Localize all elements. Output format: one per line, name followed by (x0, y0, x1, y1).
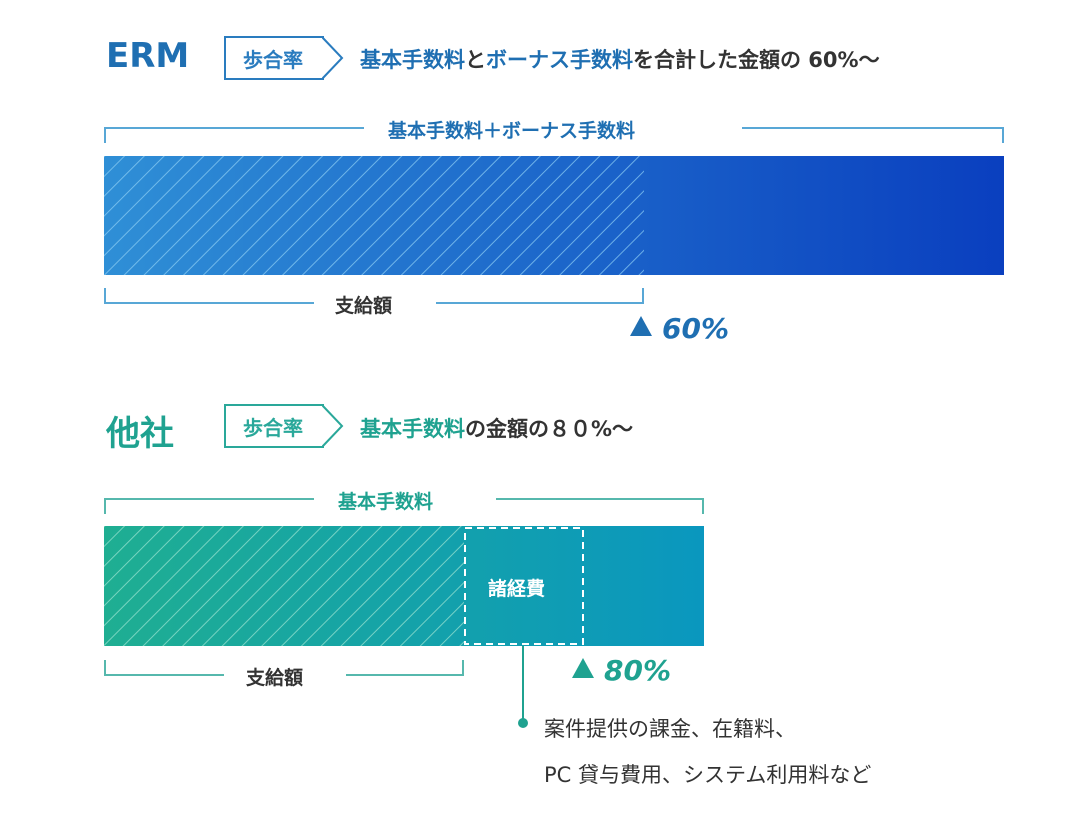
triangle-up-icon (630, 316, 652, 336)
expense-note-line2: PC 貸与費用、システム利用料など (544, 763, 872, 787)
erm-rate-description: 基本手数料とボーナス手数料を合計した金額の 60%～ (360, 44, 880, 74)
erm-top-label: 基本手数料＋ボーナス手数料 (388, 120, 636, 142)
erm-desc-and: と (465, 48, 486, 72)
erm-desc-rest: を合計した金額の 60%～ (633, 48, 880, 72)
triangle-up-icon (572, 658, 594, 678)
other-commission-tag: 歩合率 (224, 404, 324, 448)
other-bottom-bracket-right (346, 660, 464, 676)
erm-percent: 60% (630, 312, 729, 345)
other-bar-expense-box (464, 527, 584, 645)
erm-bottom-label: 支給額 (335, 295, 393, 317)
expense-callout-line (522, 646, 524, 722)
other-company-name: 他社 (106, 414, 174, 454)
erm-bar-payout-hatch (104, 156, 644, 275)
other-top-label: 基本手数料 (338, 491, 434, 513)
erm-desc-basic-fee: 基本手数料 (360, 48, 465, 72)
other-expense-label: 諸経費 (488, 578, 546, 600)
expense-note-line1: 案件提供の課金、在籍料、 (544, 717, 796, 741)
erm-commission-tag: 歩合率 (224, 36, 324, 80)
erm-percent-value: 60% (662, 312, 730, 345)
other-rate-description: 基本手数料の金額の８０%～ (360, 413, 633, 443)
other-bottom-bracket-left (104, 660, 224, 676)
erm-top-bracket-left (104, 127, 364, 143)
other-fee-bar (104, 526, 704, 646)
expense-callout-dot (518, 718, 528, 728)
other-desc-basic-fee: 基本手数料 (360, 417, 465, 441)
other-desc-rest: の金額の８０%～ (465, 417, 634, 441)
erm-bottom-bracket-right (436, 288, 644, 304)
erm-bottom-bracket-left (104, 288, 314, 304)
other-bottom-label: 支給額 (246, 667, 304, 689)
erm-desc-bonus-fee: ボーナス手数料 (486, 48, 633, 72)
erm-top-bracket-right (742, 127, 1004, 143)
erm-fee-bar (104, 156, 1004, 275)
other-percent-value: 80% (604, 654, 672, 687)
chevron-right-icon (322, 404, 344, 448)
other-top-bracket-right (496, 498, 704, 514)
erm-company-name: ERM (106, 36, 190, 76)
other-top-bracket-left (104, 498, 314, 514)
other-bar-payout-hatch (104, 526, 464, 646)
chevron-right-icon (322, 36, 344, 80)
other-percent: 80% (572, 654, 671, 687)
